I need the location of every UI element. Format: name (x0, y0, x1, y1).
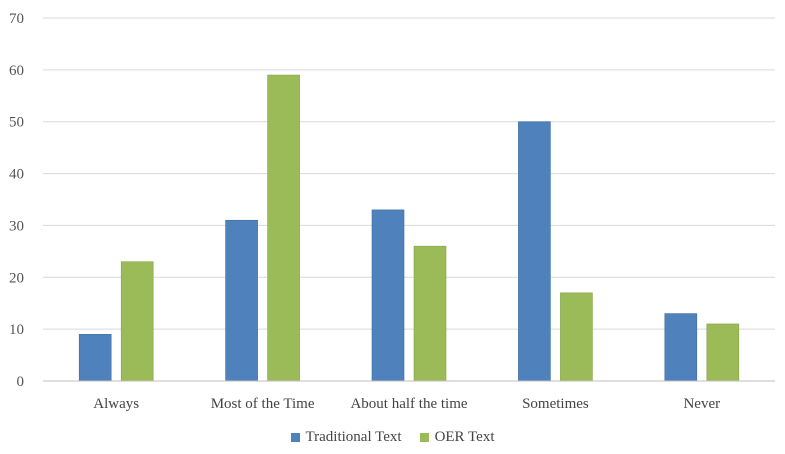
bars (78, 74, 740, 382)
gridlines (43, 17, 775, 330)
legend-swatch-oer (419, 432, 429, 442)
y-tick-label: 30 (9, 218, 24, 234)
bar-chart: 0 10 20 30 40 50 60 70 Always Most of the Time Ab… (9, 11, 775, 412)
y-tick-label: 70 (9, 11, 24, 27)
bar-traditional (225, 219, 258, 382)
category-label: Always (93, 396, 139, 412)
legend-item-oer: OER Text (419, 428, 495, 446)
y-tick-label: 20 (9, 270, 24, 286)
bar-traditional (664, 313, 698, 382)
bar-traditional (78, 334, 112, 382)
category-labels: Always Most of the Time About half the tim… (93, 396, 720, 412)
y-tick-label: 50 (9, 115, 24, 131)
category-label: About half the time (350, 396, 467, 412)
legend-label-traditional: Traditional Text (305, 428, 402, 445)
bar-oer (120, 261, 154, 382)
category-label: Never (683, 396, 720, 412)
y-axis-ticks: 0 10 20 30 40 50 60 70 (9, 11, 24, 390)
y-tick-label: 60 (9, 63, 24, 79)
bar-oer (413, 245, 447, 382)
bar-traditional (518, 121, 551, 382)
category-label: Most of the Time (211, 396, 315, 412)
bar-oer (267, 74, 300, 382)
y-tick-label: 0 (17, 374, 25, 390)
legend-item-traditional: Traditional Text (290, 428, 402, 446)
y-tick-label: 40 (9, 167, 24, 183)
bar-oer (560, 292, 593, 382)
legend: Traditional Text OER Text (0, 425, 785, 449)
bar-oer (706, 323, 740, 382)
legend-label-oer: OER Text (434, 428, 495, 445)
bar-traditional (371, 209, 405, 382)
y-tick-label: 10 (9, 322, 24, 338)
category-label: Sometimes (522, 396, 589, 412)
legend-swatch-traditional (290, 432, 300, 442)
